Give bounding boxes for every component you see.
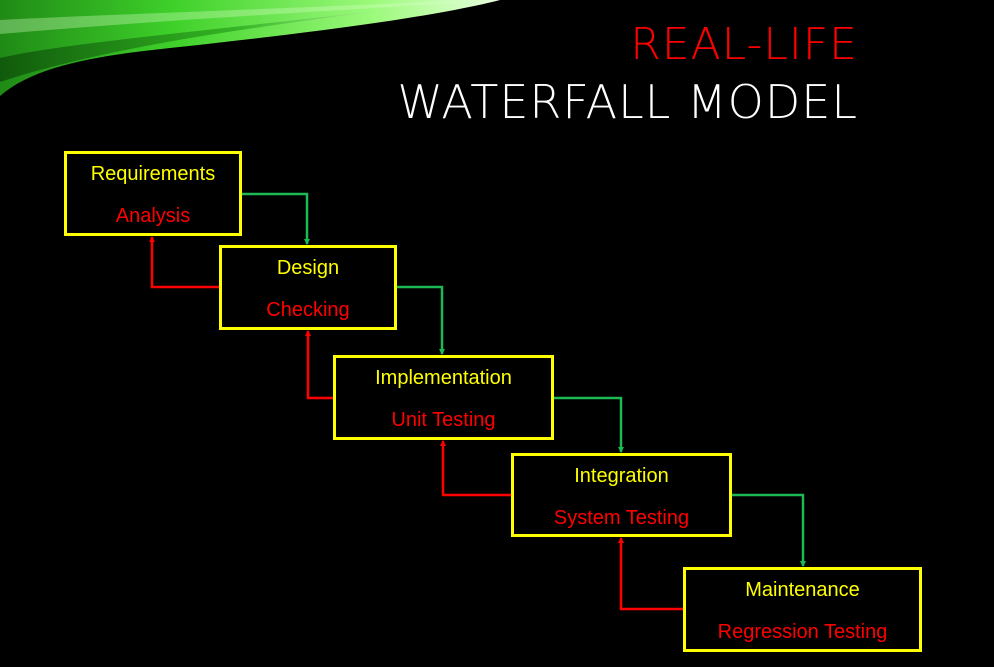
phase-name: Maintenance bbox=[745, 579, 860, 601]
phase-activity: System Testing bbox=[553, 507, 690, 529]
phase-name: Implementation bbox=[375, 367, 512, 389]
phase-name: Requirements bbox=[90, 163, 216, 185]
phase-box-integration: Integration System Testing bbox=[511, 453, 732, 537]
phase-box-requirements: Requirements Analysis bbox=[64, 151, 242, 236]
forward-arrow-implementation-to-integration bbox=[554, 396, 624, 453]
phase-box-design: Design Checking bbox=[219, 245, 397, 330]
phase-name: Integration bbox=[574, 465, 669, 487]
feedback-arrow-design-to-requirements bbox=[149, 236, 219, 289]
title-main: WATERFALL MODEL bbox=[397, 75, 858, 129]
feedback-arrow-implementation-to-design bbox=[305, 330, 333, 400]
phase-activity: Analysis bbox=[115, 205, 191, 227]
forward-arrow-design-to-implementation bbox=[397, 285, 445, 355]
phase-name: Design bbox=[276, 257, 340, 279]
phase-box-maintenance: Maintenance Regression Testing bbox=[683, 567, 922, 652]
phase-activity: Checking bbox=[266, 299, 350, 321]
phase-activity: Regression Testing bbox=[717, 621, 888, 643]
feedback-arrow-maintenance-to-integration bbox=[618, 537, 683, 611]
title-accent: REAL-LIFE bbox=[630, 19, 858, 70]
phase-box-implementation: Implementation Unit Testing bbox=[333, 355, 554, 440]
forward-arrow-requirements-to-design bbox=[242, 192, 310, 245]
decorative-swoosh bbox=[0, 0, 500, 96]
forward-arrow-integration-to-maintenance bbox=[732, 493, 806, 567]
feedback-arrow-integration-to-implementation bbox=[440, 440, 511, 497]
phase-activity: Unit Testing bbox=[391, 409, 496, 431]
